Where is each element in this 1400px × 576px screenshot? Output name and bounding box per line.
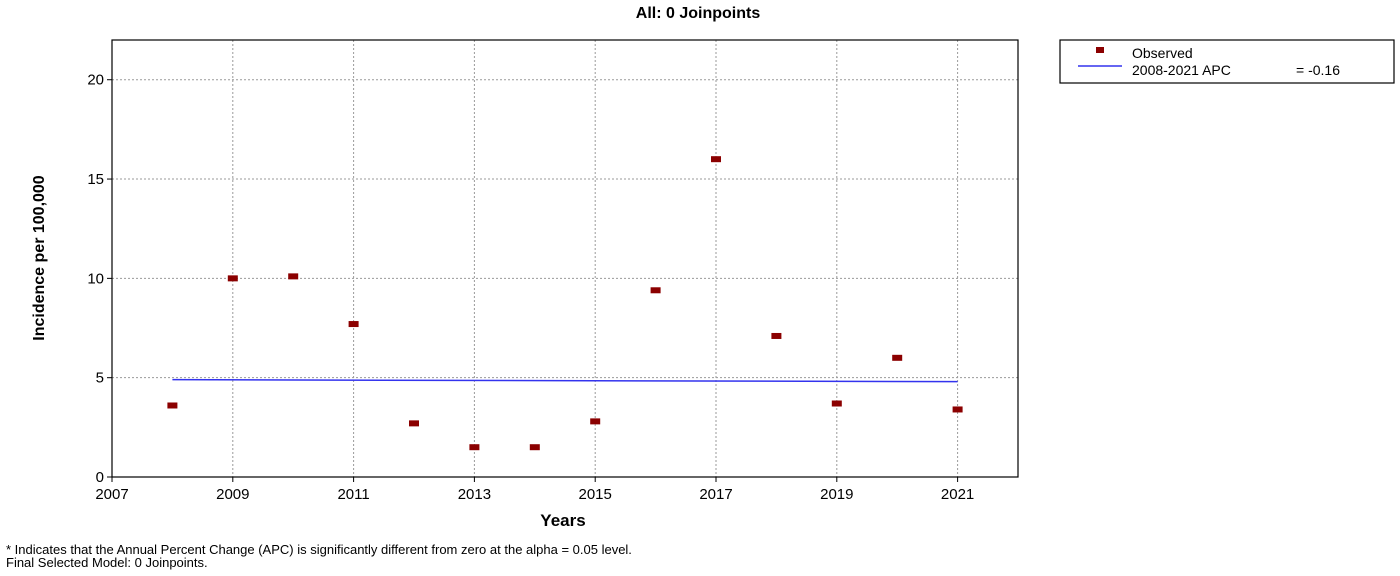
apc-trend-line [172,378,958,383]
footnote-significance: * Indicates that the Annual Percent Chan… [6,542,632,557]
footnote-final-model: Final Selected Model: 0 Joinpoints. [6,555,208,570]
series [167,156,963,451]
observed-point [650,287,661,294]
observed-point [529,444,540,451]
x-tick-label: 2015 [579,486,612,503]
observed-point [590,418,601,425]
observed-point [771,332,782,339]
y-tick-label: 20 [87,72,104,89]
x-tick-label: 2011 [337,486,369,503]
x-tick-label: 2017 [699,486,732,503]
observed-point [227,275,238,282]
x-tick-label: 2019 [820,486,853,503]
observed-point [469,444,480,451]
x-tick-label: 2009 [216,486,249,503]
axes: 2007 2009 2011 2013 2015 2017 2019 2021 0 5 10 15 20 [87,72,974,503]
observed-point [409,420,419,427]
plot-frame [111,39,1019,478]
x-tick-label: 2021 [941,486,974,503]
observed-point [711,156,721,163]
y-tick-label: 5 [96,370,104,387]
observed-point [892,354,903,361]
x-axis-label: Years [540,511,585,530]
observed-point [348,321,359,328]
observed-point [288,273,299,280]
y-tick-label: 10 [87,270,104,287]
chart-title: All: 0 Joinpoints [636,5,761,22]
x-tick-label: 2007 [95,486,128,503]
legend-box [1059,39,1395,84]
grid [112,40,1018,477]
y-tick-label: 0 [96,469,104,486]
observed-point [952,406,963,413]
y-axis-label: Incidence per 100,000 [31,175,48,341]
legend: Observed 2008-2021 APC = -0.16 [1059,39,1395,84]
legend-apc-label: 2008-2021 APC [1132,62,1231,78]
observed-point [831,400,842,407]
legend-observed-marker [1096,47,1104,53]
x-tick-label: 2013 [458,486,491,503]
legend-apc-value: = -0.16 [1296,62,1340,78]
y-tick-label: 15 [87,171,104,188]
observed-point [167,402,178,409]
legend-observed-label: Observed [1132,45,1193,61]
